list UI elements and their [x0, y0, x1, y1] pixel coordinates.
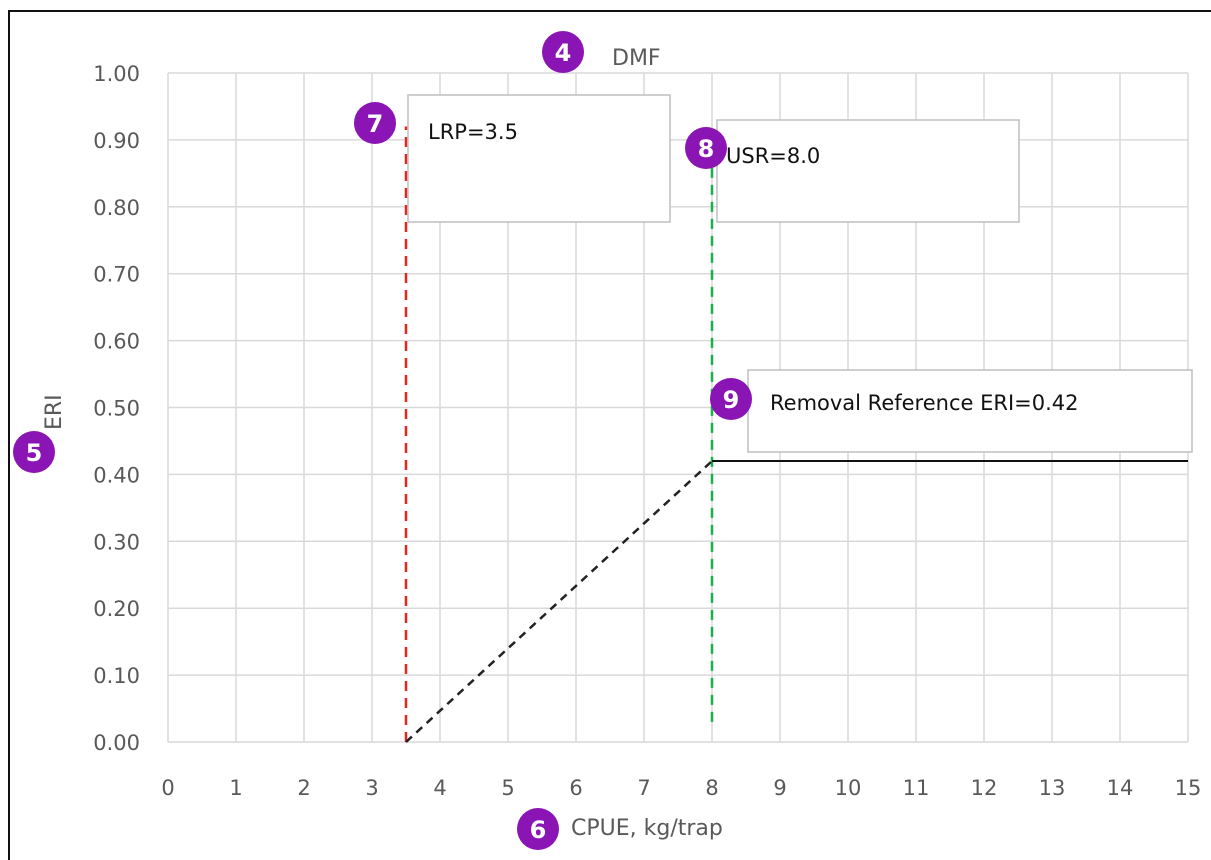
x-tick-label: 13 — [1039, 776, 1066, 800]
x-tick-label: 14 — [1107, 776, 1134, 800]
y-tick-label: 0.90 — [93, 129, 140, 153]
lrp-label: LRP=3.5 — [428, 120, 518, 144]
y-tick-label: 0.50 — [93, 397, 140, 421]
x-tick-label: 4 — [433, 776, 446, 800]
x-tick-label: 0 — [161, 776, 174, 800]
y-tick-label: 0.70 — [93, 263, 140, 287]
removal-label: Removal Reference ERI=0.42 — [770, 391, 1079, 415]
badge-8: 8 — [685, 127, 727, 169]
y-tick-label: 0.30 — [93, 530, 140, 554]
chart-title: DMF — [612, 46, 661, 71]
x-tick-label: 1 — [229, 776, 242, 800]
badge-8-number: 8 — [698, 135, 715, 163]
x-tick-labels: 0 1 2 3 4 5 6 7 8 9 10 11 12 13 14 15 — [161, 776, 1201, 800]
x-tick-label: 7 — [637, 776, 650, 800]
y-tick-label: 0.60 — [93, 330, 140, 354]
x-tick-label: 10 — [835, 776, 862, 800]
y-tick-label: 0.80 — [93, 196, 140, 220]
badge-7: 7 — [354, 102, 396, 144]
badge-6: 6 — [517, 808, 559, 850]
x-tick-label: 2 — [297, 776, 310, 800]
y-tick-label: 0.00 — [93, 731, 140, 755]
badge-4-number: 4 — [555, 39, 572, 67]
badge-9-number: 9 — [723, 386, 740, 414]
badge-6-number: 6 — [530, 816, 547, 844]
y-tick-label: 0.10 — [93, 664, 140, 688]
badge-5: 5 — [13, 431, 55, 473]
x-tick-label: 15 — [1175, 776, 1202, 800]
x-tick-label: 12 — [971, 776, 998, 800]
x-tick-label: 11 — [903, 776, 930, 800]
chart-frame — [8, 10, 1211, 860]
x-axis-title: CPUE, kg/trap — [571, 816, 723, 841]
usr-label: USR=8.0 — [726, 144, 820, 168]
series-line-ramp — [405, 460, 713, 743]
x-tick-label: 5 — [501, 776, 514, 800]
x-tick-label: 9 — [773, 776, 786, 800]
y-axis-title: ERI — [42, 394, 67, 430]
x-tick-label: 3 — [365, 776, 378, 800]
badge-4: 4 — [542, 31, 584, 73]
badge-5-number: 5 — [26, 439, 43, 467]
y-tick-label: 0.40 — [93, 463, 140, 487]
y-tick-labels: 0.00 0.10 0.20 0.30 0.40 0.50 0.60 0.70 0.80 0.90… — [93, 62, 140, 755]
badge-9: 9 — [710, 378, 752, 420]
x-tick-label: 6 — [569, 776, 582, 800]
series-layer — [404, 126, 1188, 743]
y-tick-label: 1.00 — [93, 62, 140, 86]
removal-annotation: Removal Reference ERI=0.42 — [747, 369, 1193, 453]
x-tick-label: 8 — [705, 776, 718, 800]
badge-7-number: 7 — [367, 110, 384, 138]
lrp-annotation: LRP=3.5 — [407, 94, 671, 223]
usr-annotation: USR=8.0 — [716, 119, 1020, 223]
y-tick-label: 0.20 — [93, 597, 140, 621]
